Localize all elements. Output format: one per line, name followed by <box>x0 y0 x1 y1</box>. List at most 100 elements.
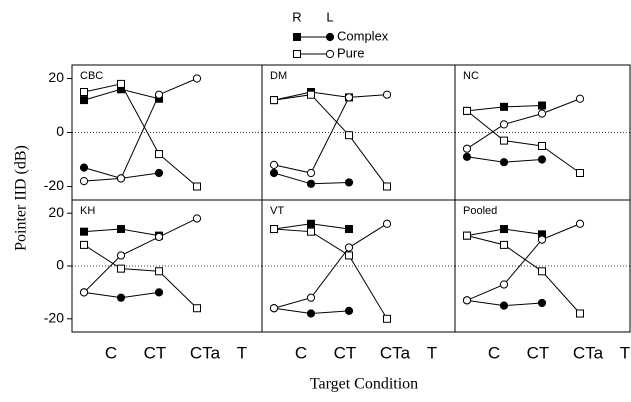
panel-title: KH <box>80 205 95 217</box>
marker-square <box>307 227 315 236</box>
series-line <box>466 235 581 314</box>
marker-circle <box>306 168 316 178</box>
legend-marker <box>293 33 301 41</box>
series-line <box>466 98 581 150</box>
marker-circle <box>537 109 547 118</box>
marker-circle <box>537 298 547 308</box>
marker-square <box>345 225 353 234</box>
marker-square <box>117 264 125 273</box>
series-line <box>273 223 388 309</box>
marker-square <box>383 314 391 323</box>
marker-circle <box>192 214 202 223</box>
marker-circle <box>344 93 354 102</box>
marker-circle <box>344 178 354 187</box>
marker-circle <box>575 219 585 228</box>
marker-square <box>307 90 315 99</box>
marker-square <box>576 169 584 177</box>
marker-circle <box>344 306 354 315</box>
marker-circle <box>79 288 89 297</box>
marker-square <box>193 182 201 191</box>
marker-square <box>80 227 88 236</box>
marker-square <box>538 267 546 276</box>
legend-label: Complex <box>337 28 389 43</box>
series-line <box>466 223 581 301</box>
marker-circle <box>306 179 316 188</box>
marker-circle <box>79 177 89 186</box>
marker-square <box>117 225 125 234</box>
marker-circle <box>575 94 585 103</box>
marker-circle <box>462 296 472 305</box>
panel-frame <box>71 199 263 333</box>
marker-circle <box>499 280 509 289</box>
legend-marker <box>325 49 335 59</box>
marker-circle <box>192 74 202 83</box>
marker-square <box>500 225 508 234</box>
marker-circle <box>306 309 316 318</box>
marker-circle <box>269 168 279 178</box>
marker-square <box>345 131 353 140</box>
marker-circle <box>154 232 164 242</box>
marker-circle <box>462 144 472 153</box>
marker-circle <box>269 160 279 169</box>
y-tick-label: -20 <box>44 177 64 193</box>
x-tick-label: C <box>488 343 500 362</box>
legend-marker <box>325 32 335 42</box>
y-tick-label: 0 <box>56 257 64 273</box>
marker-circle <box>154 90 164 99</box>
legend-header: L <box>326 9 333 24</box>
y-tick-label: 20 <box>48 204 64 220</box>
marker-square <box>383 182 391 191</box>
marker-square <box>117 79 125 88</box>
x-tick-label: CT <box>144 343 167 362</box>
marker-square <box>463 231 471 240</box>
legend-label: Pure <box>337 45 364 60</box>
panel-title: NC <box>463 70 479 82</box>
marker-circle <box>116 174 126 183</box>
marker-square <box>463 106 471 115</box>
series-line <box>273 94 388 174</box>
x-tick-label: CTa <box>573 343 604 362</box>
marker-square <box>155 150 163 159</box>
marker-circle <box>499 301 509 310</box>
panel-title: DM <box>270 70 287 82</box>
x-tick-label: CTa <box>380 343 411 362</box>
marker-circle <box>116 251 126 260</box>
marker-circle <box>462 152 472 161</box>
marker-circle <box>382 90 392 99</box>
x-tick-label: T <box>620 343 630 362</box>
marker-square <box>538 101 546 110</box>
y-axis-label: Pointer IID (dB) <box>13 145 30 251</box>
series-line <box>466 110 581 174</box>
x-tick-label: CT <box>527 343 550 362</box>
series-line <box>83 218 198 293</box>
panel-title: CBC <box>80 70 103 82</box>
marker-square <box>193 304 201 313</box>
marker-square <box>270 96 278 105</box>
x-tick-label: T <box>237 343 247 362</box>
marker-square <box>155 267 163 276</box>
panel-title: Pooled <box>463 205 497 217</box>
marker-square <box>270 225 278 234</box>
y-tick-label: 20 <box>48 69 64 85</box>
marker-circle <box>116 293 126 302</box>
marker-circle <box>344 243 354 252</box>
marker-square <box>576 309 584 318</box>
x-tick-label: C <box>105 343 117 362</box>
series-line <box>83 83 198 187</box>
marker-circle <box>382 219 392 228</box>
marker-circle <box>499 158 509 167</box>
marker-square <box>80 240 88 249</box>
x-tick-label: CTa <box>190 343 221 362</box>
series-line <box>273 94 388 187</box>
marker-square <box>500 102 508 111</box>
marker-square <box>80 88 88 96</box>
series-line <box>273 228 388 320</box>
marker-circle <box>79 163 89 172</box>
x-tick-label: CT <box>334 343 357 362</box>
marker-square <box>538 142 546 150</box>
legend-header: R <box>292 9 301 24</box>
y-tick-label: -20 <box>44 310 64 326</box>
x-tick-label: T <box>427 343 437 362</box>
marker-circle <box>306 293 316 302</box>
legend-marker <box>293 50 301 58</box>
